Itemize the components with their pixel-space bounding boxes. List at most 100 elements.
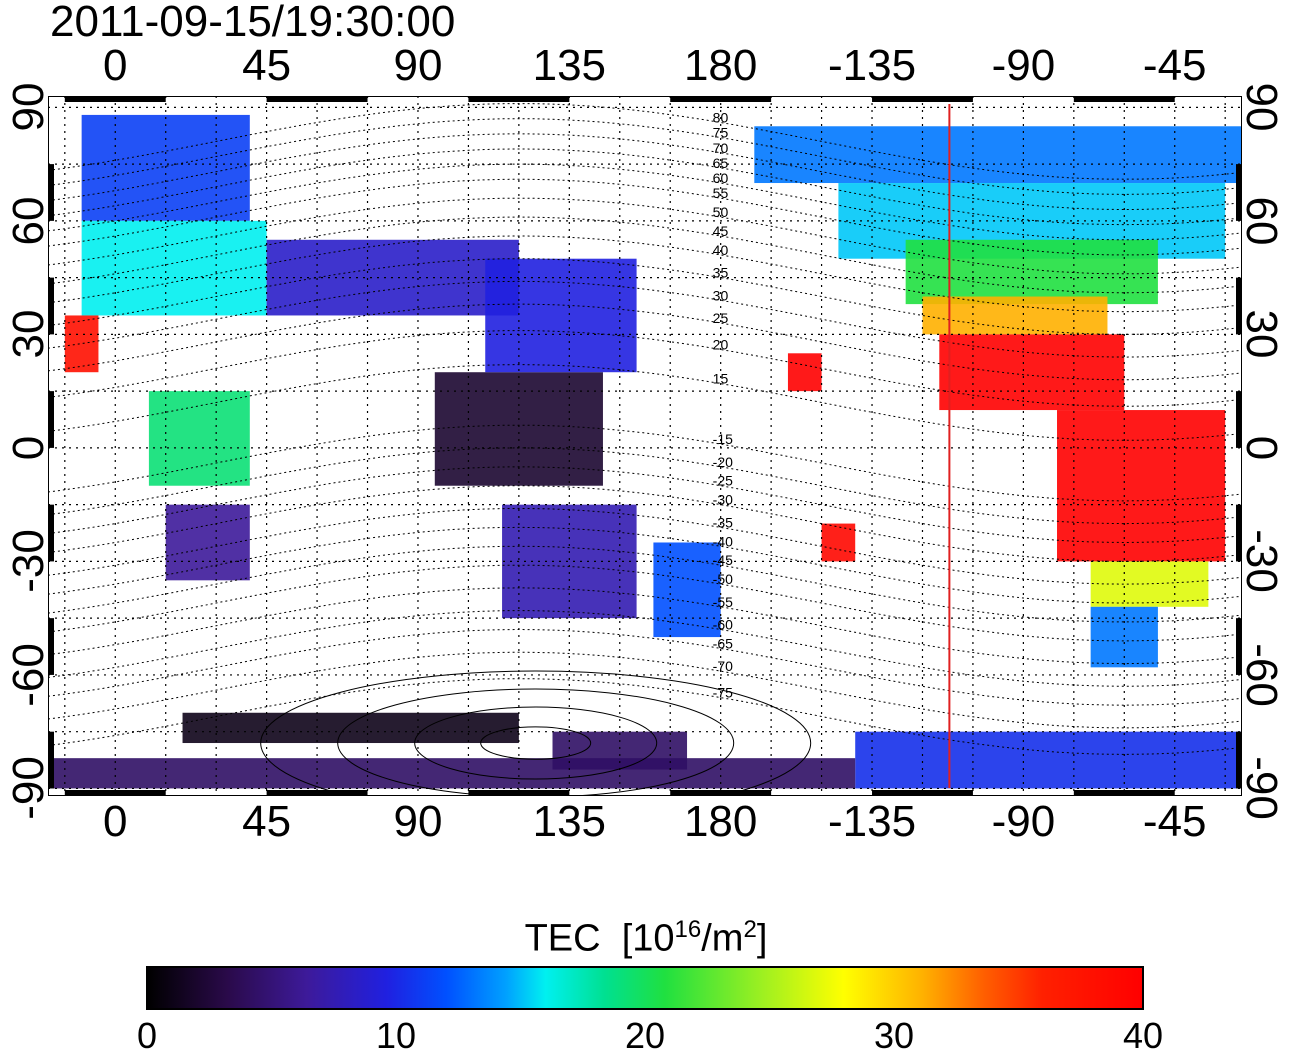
tec-region (81, 220, 267, 316)
frame-bar (872, 96, 973, 102)
contour-label: -35 (713, 514, 733, 530)
tec-region (905, 239, 1158, 305)
contour-label: -55 (713, 594, 733, 610)
colorbar-tick-label: 10 (375, 1015, 417, 1056)
magnetic-contour (48, 216, 1242, 294)
frame-bar (48, 618, 54, 675)
tick-top-label: -135 (827, 41, 917, 90)
contour-label: 60 (713, 170, 729, 186)
frame-bar (1073, 790, 1175, 796)
tick-bottom-label: -135 (827, 797, 917, 846)
colorbar-tick-label: 20 (624, 1015, 666, 1056)
magnetic-contour (48, 466, 1242, 544)
pole-contour (260, 670, 812, 796)
tec-region (754, 126, 1242, 184)
colorbar (146, 966, 1144, 1010)
colorbar-title-text: TEC (524, 917, 601, 960)
colorbar-tick-label: 0 (136, 1015, 158, 1056)
contour-label: 20 (713, 337, 729, 353)
contour-label: 65 (713, 155, 729, 171)
tick-right-label: 30 (1237, 309, 1286, 359)
tick-top-label: 45 (242, 41, 292, 90)
magnetic-contour (48, 545, 1242, 623)
magnetic-contour (48, 148, 1242, 226)
tick-left-label: -30 (4, 529, 53, 594)
colorbar-unit-exponent: 16 (674, 916, 702, 943)
contour-label: 30 (713, 287, 729, 303)
tick-top-label: 135 (532, 41, 607, 90)
contour-label: -70 (713, 658, 733, 674)
magnetic-contour (48, 587, 1242, 665)
tec-region (64, 315, 99, 373)
frame-bar (670, 790, 772, 796)
frame-bar (48, 504, 54, 562)
contour-label: 15 (713, 371, 729, 387)
magnetic-contour (48, 258, 1242, 335)
contour-label: 55 (713, 185, 729, 201)
contour-label: -60 (713, 617, 733, 633)
contour-label: -40 (713, 533, 733, 549)
contour-label: 50 (713, 204, 729, 220)
tick-left-label: -90 (4, 756, 53, 821)
colorbar-tick-label: 40 (1122, 1015, 1164, 1056)
magnetic-contour (48, 610, 1242, 687)
frame-bar (64, 96, 166, 102)
contour-label: -25 (713, 473, 733, 489)
tick-left-label: 60 (4, 196, 53, 246)
tec-region (1090, 561, 1209, 607)
tick-right-label: 90 (1237, 82, 1286, 132)
tick-top-label: 90 (393, 41, 443, 90)
contour-label: 40 (713, 242, 729, 258)
colorbar-unit-suffix: ] (756, 917, 768, 960)
contour-label: 45 (713, 223, 729, 239)
tick-left-label: -60 (4, 643, 53, 707)
magnetic-contour (48, 447, 1242, 525)
frame-bar (1236, 277, 1242, 335)
pole-contour (480, 726, 592, 760)
contour-label: -75 (713, 685, 733, 701)
contour-label: -30 (713, 492, 733, 508)
frame-bar (1236, 391, 1242, 448)
tec-region (48, 758, 856, 789)
magnetic-contour (48, 103, 1242, 180)
magnetic-contour (48, 163, 1242, 241)
contour-label: -15 (713, 431, 733, 447)
magnetic-contour (48, 133, 1242, 211)
frame-bar (1236, 731, 1242, 789)
magnetic-contour (48, 178, 1242, 256)
tick-left-label: 30 (4, 309, 53, 359)
tick-bottom-label: 45 (242, 797, 292, 846)
tick-bottom-label: 180 (683, 797, 758, 846)
colorbar-unit-mid: /m (701, 917, 744, 960)
tick-right-label: 60 (1237, 196, 1286, 246)
frame-bar (48, 391, 54, 448)
tec-region (148, 391, 250, 486)
contour-label: -50 (713, 571, 733, 587)
magnetic-contour (48, 424, 1242, 502)
tec-region (939, 334, 1125, 411)
magnetic-contour (48, 526, 1242, 604)
frame-bar (48, 164, 54, 221)
tick-left-label: 0 (4, 435, 53, 461)
magnetic-contour (48, 507, 1242, 585)
contour-label: 80 (713, 109, 729, 125)
colorbar-unit-prefix: [10 (621, 917, 675, 960)
tick-bottom-label: -45 (1142, 797, 1207, 846)
tec-region (922, 296, 1108, 335)
magnetic-contour (48, 118, 1242, 195)
tec-region (787, 353, 822, 392)
contour-label: 75 (713, 125, 729, 141)
magnetic-contour (48, 197, 1242, 275)
magnetic-contour (48, 280, 1242, 358)
timestamp-label: 2011-09-15/19:30:00 (50, 0, 456, 46)
tec-region (821, 523, 856, 562)
tick-left-label: 90 (4, 82, 53, 132)
magnetic-contour (48, 651, 1242, 729)
tec-region (1057, 410, 1226, 562)
pole-contour (414, 706, 658, 780)
colorbar-title: TEC [1016/m2] (0, 908, 1292, 961)
contour-label: -45 (713, 552, 733, 568)
frame-bar (48, 731, 54, 789)
tick-right-label: 0 (1237, 435, 1286, 461)
